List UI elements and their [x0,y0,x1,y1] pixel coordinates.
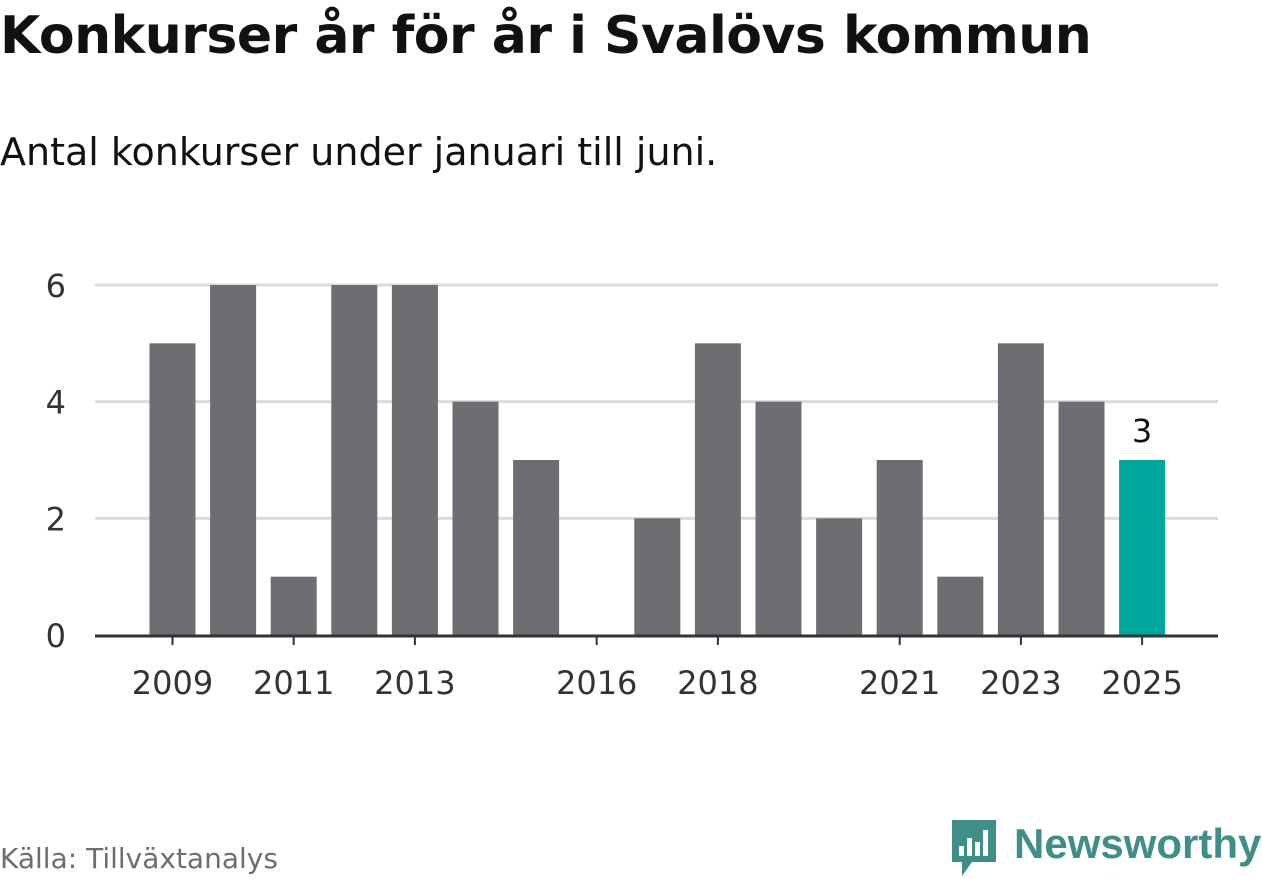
bar-2018 [694,343,741,635]
bar-2013 [391,285,438,635]
bar-2017 [634,518,681,635]
y-tick-label: 6 [46,267,66,305]
bar-2011 [270,576,317,635]
chart-title: Konkurser år för år i Svalövs kommun [0,6,1092,66]
x-tick-label: 2023 [980,664,1061,702]
data-labels: 3 [1132,412,1152,450]
bar-chart: 0 2 4 6 2009 2011 2013 2016 2018 2021 2023 2025 3 [46,267,1218,702]
bar-2012 [331,285,378,635]
x-tick-label: 2013 [374,664,455,702]
x-tick-label: 2021 [859,664,940,702]
bar-2021 [876,460,923,635]
x-tick-label: 2016 [556,664,637,702]
bar-2025 [1119,460,1166,635]
bar-2022 [937,576,984,635]
chart-subtitle: Antal konkurser under januari till juni. [0,130,718,174]
bar-2009 [149,343,196,635]
y-tick-label: 0 [46,617,66,655]
bar-2020 [816,518,863,635]
bar-2010 [210,285,257,635]
y-tick-label: 4 [46,384,66,422]
bar-2024 [1058,401,1105,635]
bar-2023 [997,343,1044,635]
y-axis-tick-labels: 0 2 4 6 [46,267,66,655]
x-axis [95,634,1218,645]
data-label: 3 [1132,412,1152,450]
x-tick-label: 2025 [1101,664,1182,702]
x-tick-label: 2018 [677,664,758,702]
gridlines [95,283,1218,520]
x-tick-label: 2011 [253,664,334,702]
bar-2019 [755,401,802,635]
bars [149,285,1166,635]
bar-2014 [452,401,499,635]
source-note: Källa: Tillväxtanalys [0,842,278,875]
bar-2015 [513,460,560,635]
newsworthy-logo: Newsworthy [950,818,1261,878]
x-axis-tick-labels: 2009 2011 2013 2016 2018 2021 2023 2025 [132,664,1183,702]
bar-chart-speech-bubble-icon [952,820,996,876]
brand-name: Newsworthy [1014,820,1262,867]
x-tick-label: 2009 [132,664,213,702]
y-tick-label: 2 [46,500,66,538]
